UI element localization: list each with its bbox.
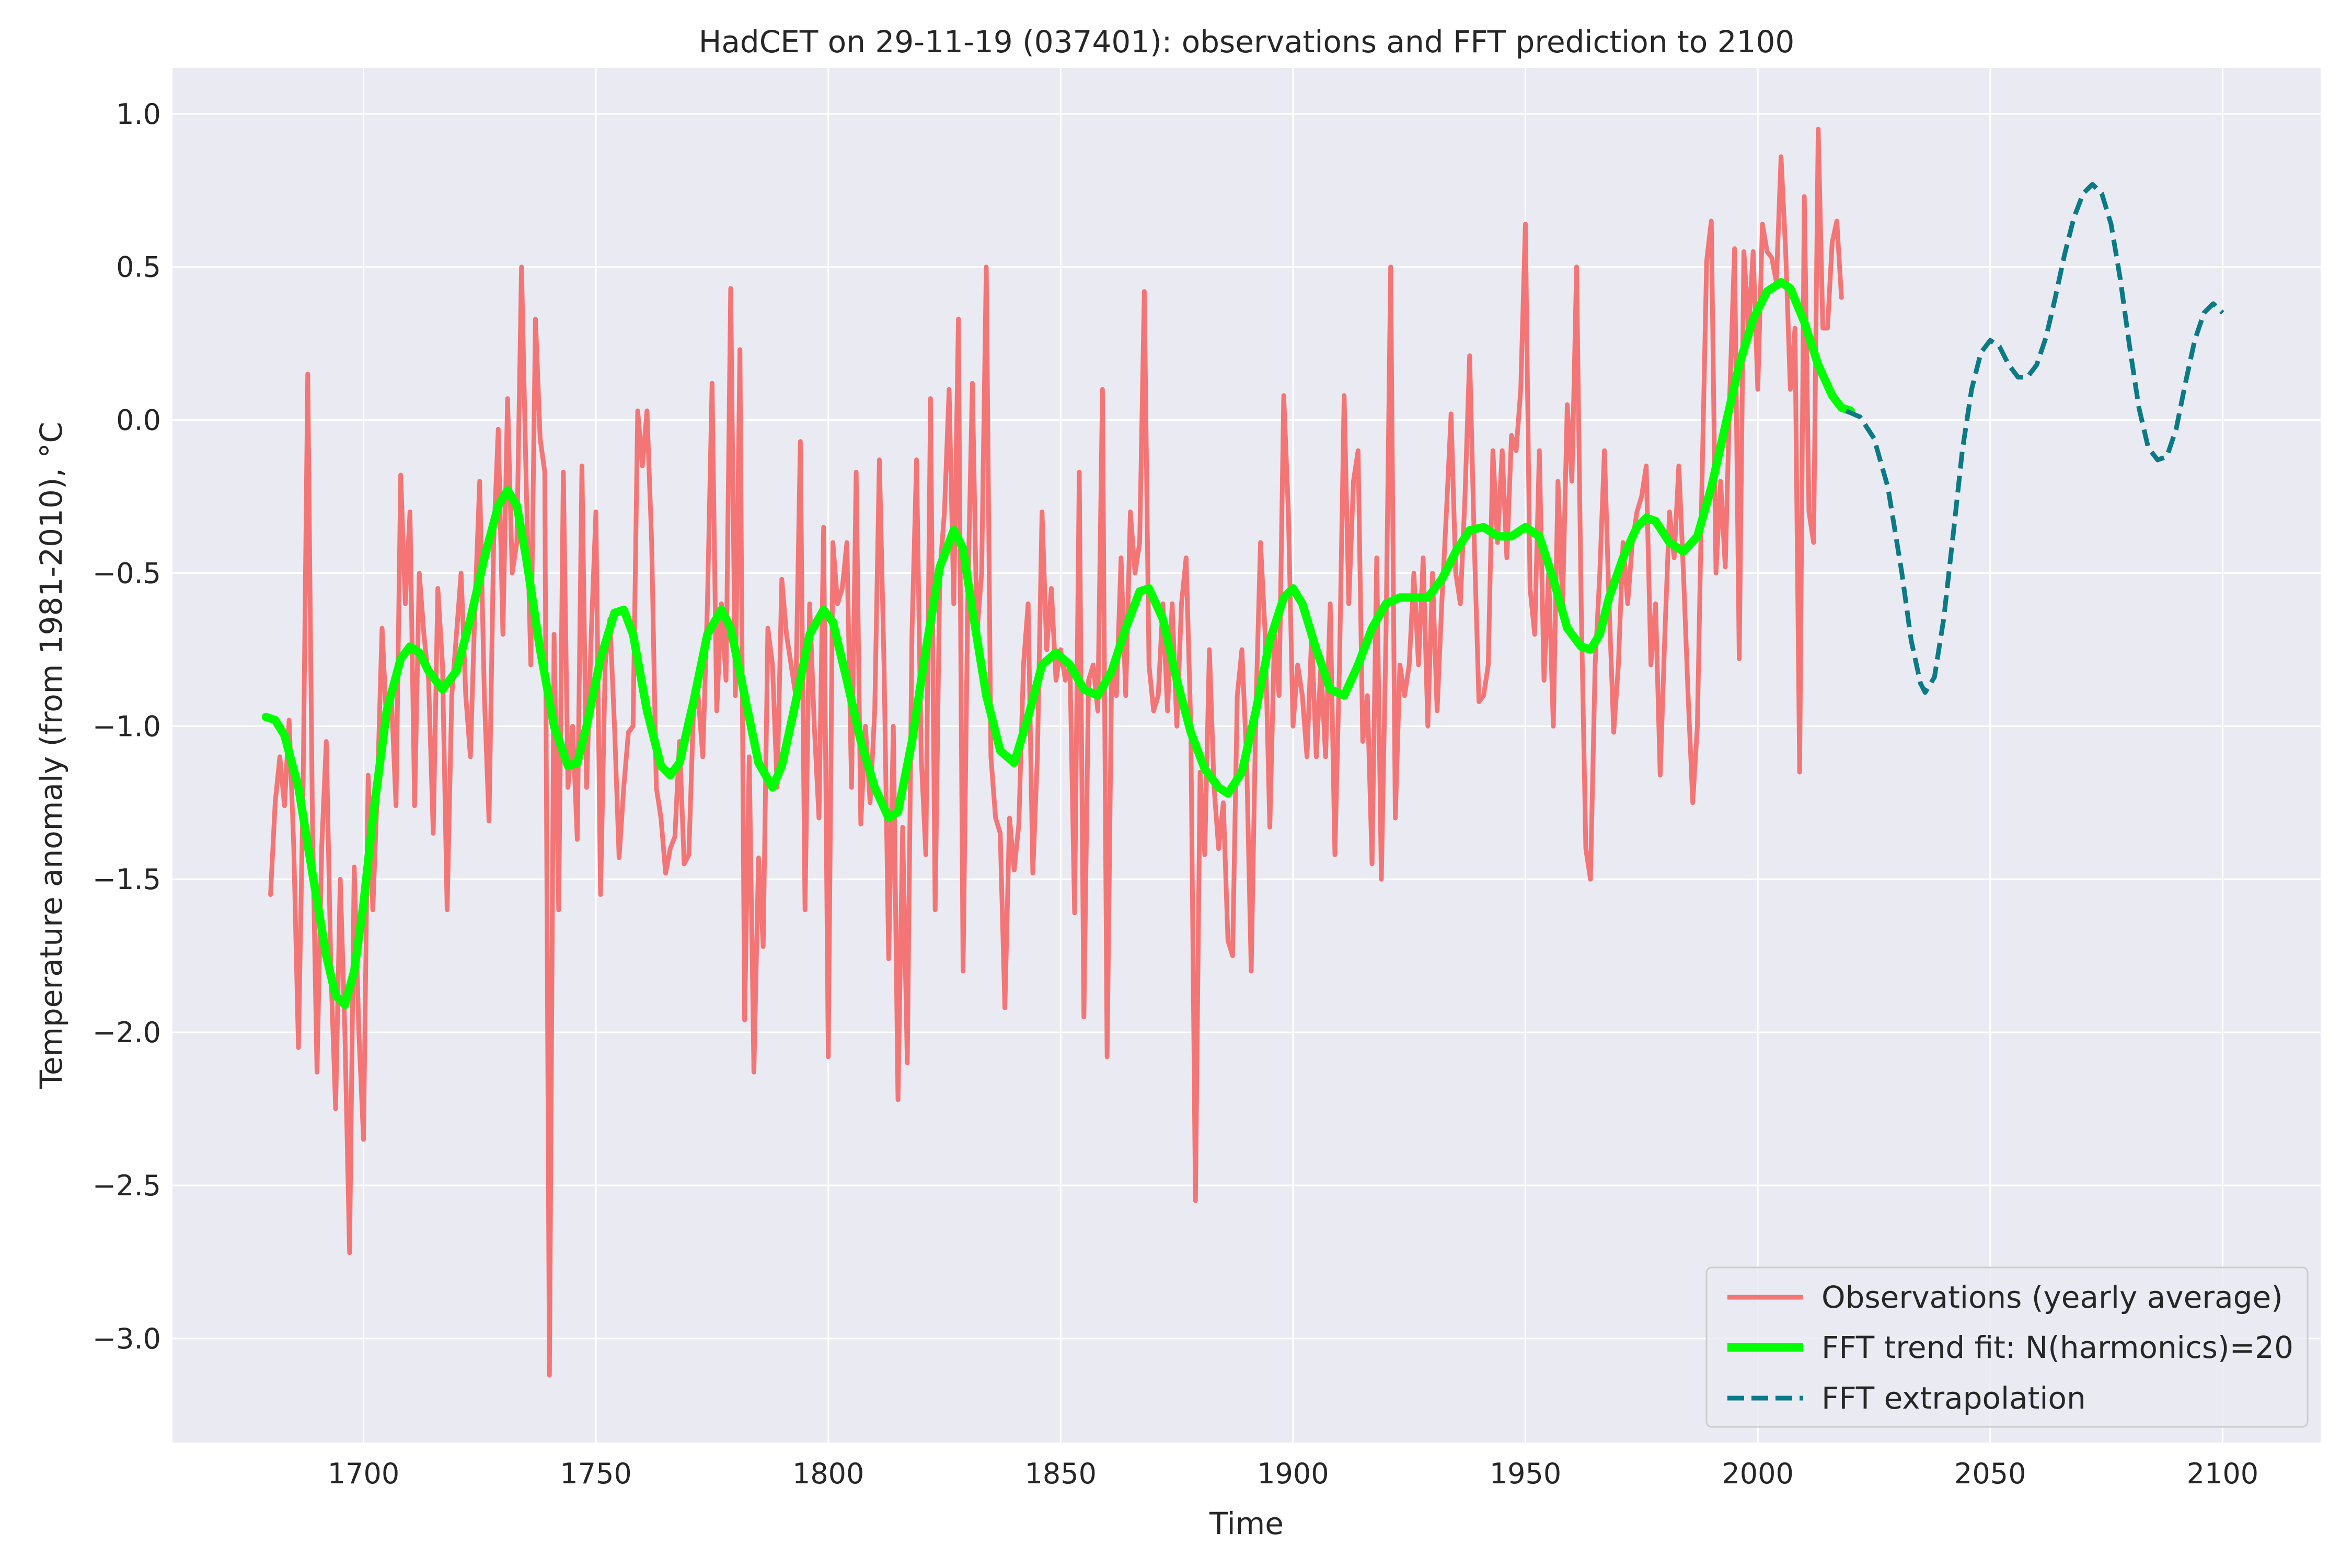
legend: Observations (yearly average) FFT trend … bbox=[1705, 1266, 2309, 1428]
x-axis: 1700 1750 1800 1850 1900 1950 2000 2050 2100 bbox=[328, 1457, 2258, 1490]
x-axis-title: Time bbox=[1209, 1506, 1284, 1541]
legend-box bbox=[1705, 1266, 2309, 1428]
legend-label-fft-extrapolation: FFT extrapolation bbox=[1821, 1380, 2086, 1416]
x-tick-label: 1700 bbox=[328, 1457, 399, 1490]
y-axis: 1.0 0.5 0.0 −0.5 −1.0 −1.5 −2.0 −2.5 −3.0 bbox=[93, 98, 161, 1355]
x-tick-label: 1900 bbox=[1257, 1457, 1329, 1490]
x-tick-label: 2050 bbox=[1954, 1457, 2026, 1490]
x-tick-label: 1850 bbox=[1025, 1457, 1097, 1490]
series-layer bbox=[261, 126, 2224, 1378]
y-tick-label: −3.0 bbox=[93, 1322, 161, 1355]
y-tick-label: −2.5 bbox=[93, 1169, 161, 1202]
y-tick-label: −1.0 bbox=[93, 710, 161, 743]
series-fft-trend bbox=[261, 278, 1855, 1009]
x-tick-label: 1800 bbox=[792, 1457, 864, 1490]
x-tick-label: 1950 bbox=[1490, 1457, 1561, 1490]
y-tick-label: −2.0 bbox=[93, 1016, 161, 1049]
legend-label-fft-trend: FFT trend fit: N(harmonics)=20 bbox=[1821, 1330, 2293, 1365]
y-tick-label: −0.5 bbox=[93, 557, 161, 590]
legend-label-observations: Observations (yearly average) bbox=[1821, 1279, 2283, 1315]
series-observations bbox=[268, 126, 1844, 1378]
series-fft-extrapolation bbox=[1845, 182, 2224, 695]
y-tick-label: 1.0 bbox=[116, 98, 161, 131]
x-tick-label: 1750 bbox=[560, 1457, 631, 1490]
y-tick-label: 0.5 bbox=[116, 251, 161, 284]
y-tick-label: 0.0 bbox=[116, 404, 161, 437]
y-axis-title: Temperature anomaly (from 1981-2010), °C bbox=[33, 422, 69, 1089]
chart-title: HadCET on 29-11-19 (037401): observation… bbox=[699, 24, 1795, 60]
y-tick-label: −1.5 bbox=[93, 863, 161, 896]
x-tick-label: 2100 bbox=[2187, 1457, 2258, 1490]
x-tick-label: 2000 bbox=[1722, 1457, 1793, 1490]
